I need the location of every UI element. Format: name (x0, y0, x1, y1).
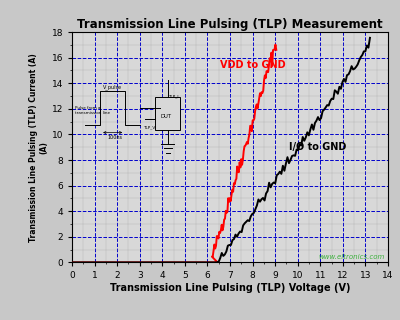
Y-axis label: Transmission Line Pulsing (TLP) Current (A)
(A): Transmission Line Pulsing (TLP) Current … (29, 53, 49, 242)
X-axis label: Transmission Line Pulsing (TLP) Voltage (V): Transmission Line Pulsing (TLP) Voltage … (110, 283, 350, 293)
Text: www.eltronics.com: www.eltronics.com (318, 254, 385, 260)
Text: VDD to GND: VDD to GND (220, 60, 286, 70)
Text: I/O to GND: I/O to GND (289, 142, 346, 152)
Title: Transmission Line Pulsing (TLP) Measurement: Transmission Line Pulsing (TLP) Measurem… (77, 18, 383, 31)
